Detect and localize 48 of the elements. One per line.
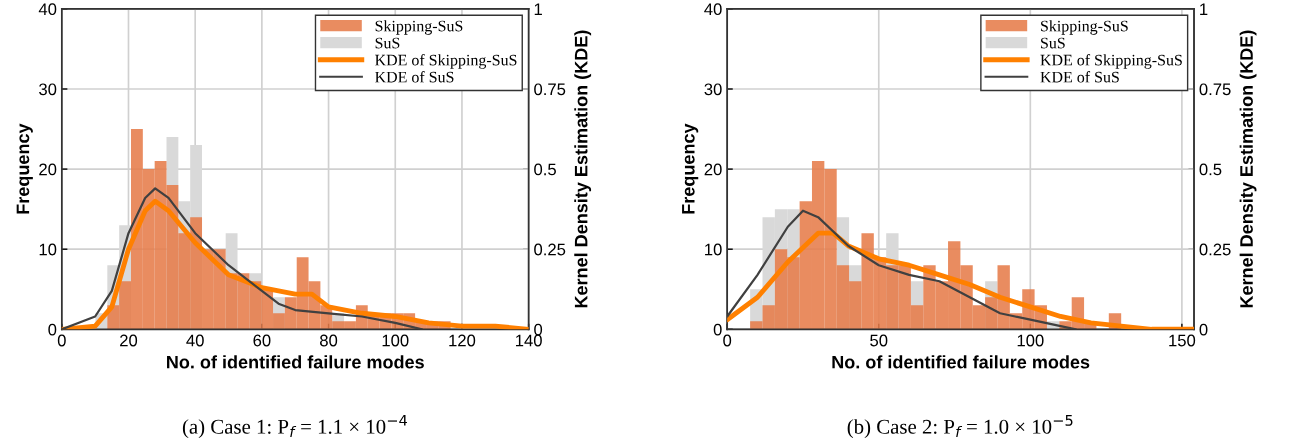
x-tick-label: 120	[449, 334, 476, 347]
y2-tick-label: 0	[534, 323, 543, 336]
y2-tick-label: 0.75	[534, 83, 566, 96]
legend-label: Skipping-SuS	[1041, 20, 1128, 35]
y-axis-title: Frequency	[16, 123, 33, 214]
legend-label: KDE of Skipping-SuS	[375, 54, 517, 69]
y-tick-label: 40	[704, 3, 722, 16]
y-tick-label: 40	[38, 3, 57, 16]
x-tick-label: 50	[870, 334, 888, 347]
legend-label: KDE of SuS	[1040, 71, 1119, 83]
y-tick-label: 0	[713, 323, 722, 336]
y-tick-label: 30	[39, 83, 57, 96]
y2-tick-label: 0.25	[1199, 243, 1231, 256]
x-tick-label: 0	[57, 334, 66, 347]
y2-axis-title: Kernel Density Estimation (KDE)	[1239, 30, 1257, 308]
y2-tick-label: 0.25	[534, 243, 566, 256]
legend-label: KDE of Skipping-SuS	[1040, 54, 1182, 69]
y-tick-label: 30	[704, 83, 722, 96]
legend-label: KDE of SuS	[375, 71, 454, 83]
legend-label: Skipping-SuS	[375, 20, 463, 35]
y-tick-label: 0	[48, 323, 57, 336]
y2-tick-label: 0	[1199, 323, 1208, 336]
legend-label: SuS	[375, 37, 400, 49]
x-tick-label: 40	[186, 334, 204, 347]
x-tick-label: 0	[723, 334, 732, 347]
x-axis-title: No. of identified failure modes	[832, 355, 1090, 369]
y2-tick-label: 0.5	[534, 163, 556, 176]
y-tick-label: 10	[705, 243, 722, 256]
x-tick-label: 100	[1017, 334, 1044, 347]
y-tick-label: 20	[39, 163, 57, 176]
x-tick-label: 140	[516, 334, 542, 347]
x-tick-label: 60	[253, 334, 271, 347]
x-tick-label: 100	[382, 334, 409, 347]
y2-tick-label: 0.5	[1199, 163, 1222, 176]
y-tick-label: 10	[39, 243, 57, 256]
y2-tick-label: 1	[534, 3, 542, 15]
legend-label: SuS	[1041, 37, 1065, 49]
y-axis-title: Frequency	[682, 123, 699, 214]
x-tick-label: 80	[320, 334, 338, 347]
x-tick-label: 20	[120, 334, 138, 347]
y2-tick-label: 0.75	[1199, 83, 1231, 96]
x-axis-title: No. of identified failure modes	[167, 355, 424, 369]
text: (b) Case 2: P$_{f}$ = 1.0 × 10$^{−5}$	[847, 414, 1073, 439]
text: (a) Case 1: P$_{f}$ = 1.1 × 10$^{−4}$	[182, 414, 408, 439]
y2-axis-title: Kernel Density Estimation (KDE)	[574, 30, 592, 308]
x-tick-label: 150	[1169, 334, 1196, 347]
y-tick-label: 20	[704, 163, 722, 176]
y2-tick-label: 1	[1200, 3, 1208, 15]
